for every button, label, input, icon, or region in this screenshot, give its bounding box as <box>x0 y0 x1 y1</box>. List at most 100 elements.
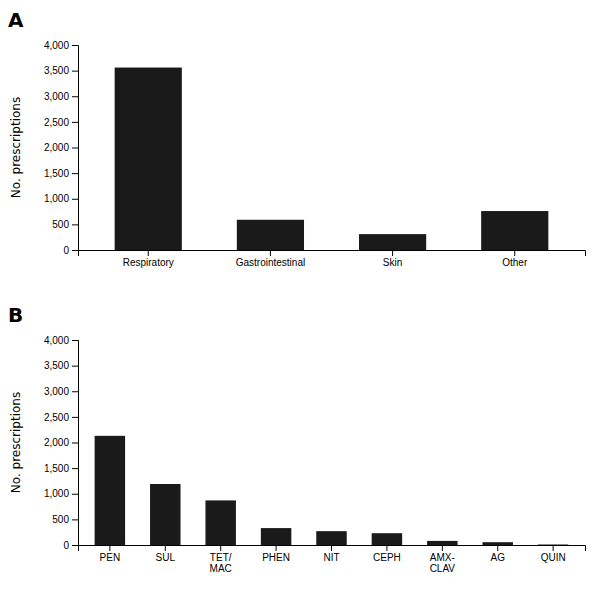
tick-label: 2,500 <box>44 117 69 128</box>
y-axis: 0 500 1,000 1,500 2,000 2,500 3,000 3,500 4,000 <box>44 335 79 551</box>
figure: 0 500 1,000 1,500 2,000 2,500 3,000 3,500 4,000 R… <box>0 0 600 598</box>
y-tick: 1,000 <box>44 488 78 499</box>
tick-label-line: NIT <box>323 552 339 563</box>
x-tick: QUIN <box>541 545 566 563</box>
tick-label-line: Respiratory <box>123 257 174 268</box>
bar <box>261 528 291 545</box>
x-tick: PHEN <box>262 545 290 563</box>
x-tick: Respiratory <box>123 250 174 268</box>
tick-mark <box>270 250 271 256</box>
tick-mark <box>72 340 78 341</box>
bar <box>427 541 457 545</box>
tick-mark <box>72 494 78 495</box>
y-tick: 1,000 <box>44 193 78 204</box>
x-tick: Skin <box>383 250 402 268</box>
tick-label: 3,000 <box>44 386 69 397</box>
tick-mark <box>442 545 443 551</box>
x-tick: PEN <box>100 545 121 563</box>
bar <box>481 211 548 250</box>
tick-mark <box>109 545 110 551</box>
tick-mark <box>220 545 221 551</box>
bar <box>359 234 426 250</box>
tick-label: 2,000 <box>44 437 69 448</box>
tick-label-line: AMX- <box>430 552 455 563</box>
tick-label: PHEN <box>262 552 290 563</box>
tick-label: QUIN <box>541 552 566 563</box>
y-tick: 0 <box>63 540 78 551</box>
bar <box>95 436 125 545</box>
tick-label: 2,500 <box>44 412 69 423</box>
axis-line <box>72 341 79 546</box>
bar <box>538 544 568 545</box>
tick-label: 3,500 <box>44 65 69 76</box>
tick-label: 1,500 <box>44 168 69 179</box>
tick-label-line: SUL <box>156 552 176 563</box>
y-tick: 3,000 <box>44 386 78 397</box>
bar <box>115 68 182 250</box>
tick-mark <box>72 545 78 546</box>
bars <box>95 436 569 545</box>
x-tick: Other <box>502 250 528 268</box>
x-tick: AMX-CLAV <box>430 545 456 574</box>
tick-mark <box>72 173 78 174</box>
y-label: No. prescriptions <box>9 97 23 198</box>
x-axis: PEN SUL TET/MAC PHEN NIT CEPH AMX-CLAV AG QUIN <box>79 545 586 574</box>
tick-mark <box>72 250 78 251</box>
bar <box>316 531 346 545</box>
tick-mark <box>72 224 78 225</box>
panel-label: A <box>8 8 24 32</box>
bar <box>205 500 235 545</box>
tick-label-line: CLAV <box>430 563 456 574</box>
x-tick: SUL <box>156 545 176 563</box>
tick-label: 3,000 <box>44 91 69 102</box>
tick-label: 2,000 <box>44 142 69 153</box>
tick-label-line: Skin <box>383 257 402 268</box>
tick-mark <box>148 250 149 256</box>
tick-mark <box>72 199 78 200</box>
tick-label: Other <box>502 257 528 268</box>
bars <box>115 68 549 250</box>
tick-label-line: CEPH <box>373 552 401 563</box>
tick-label-line: QUIN <box>541 552 566 563</box>
y-tick: 500 <box>52 219 78 230</box>
y-tick: 500 <box>52 514 78 525</box>
y-axis: 05001,0001,5002,0002,5003,0003,5004,000 <box>44 40 79 256</box>
tick-label: 500 <box>52 514 69 525</box>
x-axis: RespiratoryGastrointestinalSkinOther <box>79 250 586 268</box>
tick-mark <box>72 417 78 418</box>
x-tick: AG <box>491 545 506 563</box>
tick-mark <box>72 71 78 72</box>
axis-line <box>72 46 79 251</box>
tick-label-line: AG <box>491 552 506 563</box>
tick-label: CEPH <box>373 552 401 563</box>
tick-mark <box>514 250 515 256</box>
tick-label: TET/MAC <box>210 552 232 574</box>
axis-line <box>79 546 586 552</box>
y-tick: 0 <box>63 245 78 256</box>
tick-label-line: TET/ <box>210 552 232 563</box>
y-tick: 1,500 <box>44 463 78 474</box>
panel-label: B <box>8 303 23 327</box>
tick-label: 3,500 <box>44 360 69 371</box>
y-tick: 2,000 <box>44 142 78 153</box>
tick-label: 500 <box>52 219 69 230</box>
tick-label: 0 <box>63 245 69 256</box>
tick-label: 4,000 <box>44 335 69 346</box>
tick-label: 0 <box>63 540 69 551</box>
x-tick: TET/MAC <box>210 545 232 574</box>
y-tick: 2,500 <box>44 117 78 128</box>
y-tick: 3,000 <box>44 91 78 102</box>
bar <box>237 220 304 250</box>
y-tick: 2,000 <box>44 437 78 448</box>
bar <box>150 484 180 545</box>
tick-label: PEN <box>100 552 121 563</box>
bar <box>372 533 402 545</box>
tick-label: NIT <box>323 552 339 563</box>
tick-mark <box>72 519 78 520</box>
tick-label-line: Other <box>502 257 528 268</box>
tick-label: AG <box>491 552 506 563</box>
tick-mark <box>553 545 554 551</box>
y-tick: 3,500 <box>44 65 78 76</box>
tick-mark <box>165 545 166 551</box>
tick-mark <box>392 250 393 256</box>
